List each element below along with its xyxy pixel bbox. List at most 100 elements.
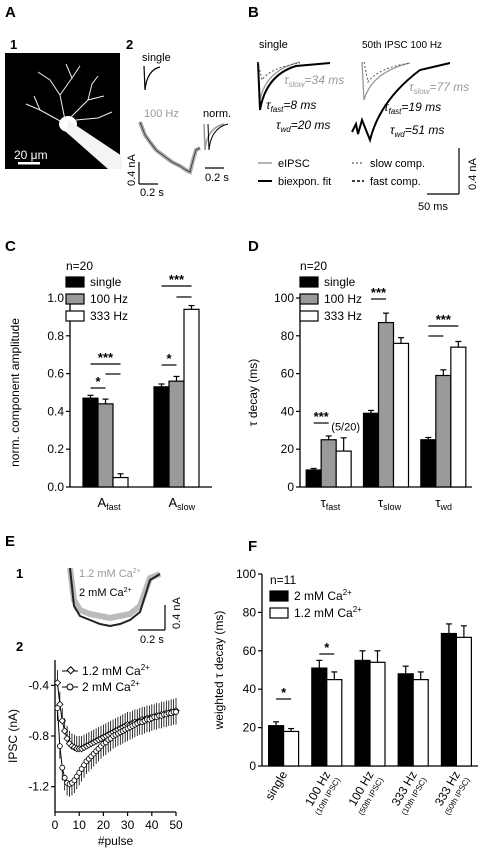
bar-single: [153, 386, 170, 488]
data-point-diamond: [61, 727, 69, 735]
bar-2-mM-Ca: [440, 632, 457, 767]
bar-100-Hz: [320, 439, 337, 488]
y-tick-label: 100: [236, 567, 256, 581]
legend-label: 333 Hz: [90, 309, 128, 323]
panel-letter: C: [5, 238, 16, 255]
significance-label: *: [95, 374, 101, 389]
x-tick-label: 20: [97, 818, 111, 832]
x-tick-label: τslow: [378, 495, 402, 512]
panel-letter-b: B: [248, 4, 259, 21]
y-tick-label: 60: [243, 644, 257, 658]
b-scale-amp: 0.4 nA: [467, 158, 479, 190]
data-point-circle: [61, 774, 68, 781]
bar-single: [420, 439, 437, 488]
panel-a-sub2: 2: [126, 37, 133, 52]
legend-label: 100 Hz: [324, 292, 362, 306]
a-scale-time-right: 0.2 s: [205, 172, 229, 184]
x-tick-label: 333 Hz(50th IPSC): [430, 768, 472, 816]
bar-333-Hz: [450, 346, 467, 488]
y-tick-label: 100: [274, 291, 294, 305]
y-tick-label: 40: [243, 682, 257, 696]
y-tick-label: 20: [281, 442, 295, 456]
e1-scale-amp: 0.4 nA: [171, 597, 183, 629]
x-tick-label: 100 Hz(10th IPSC): [300, 768, 342, 816]
e1-scale-time: 0.2 s: [140, 634, 164, 646]
y-axis-label: τ decay (ms): [246, 359, 260, 426]
chart-e2: -0.4 -0.8 -1.2 0 10 20 30 40 50 IPSC (nA) #pulse 1.…: [6, 660, 183, 848]
a-scale-amp: 0.4 nA: [126, 154, 138, 186]
legend-label: 1.2 mM Ca2+: [82, 663, 150, 678]
panel-letter: D: [248, 238, 259, 255]
bar-single: [362, 412, 380, 488]
significance-label: *: [281, 685, 287, 700]
legend-swatch: [65, 310, 85, 322]
y-tick-label: 40: [281, 404, 295, 418]
b-scale-time: 50 ms: [418, 201, 448, 213]
n-label: n=11: [270, 573, 296, 587]
b-title-single: single: [259, 39, 288, 51]
y-tick-label: 0.4: [47, 404, 64, 418]
data-point-circle: [59, 764, 66, 771]
bar-100-Hz: [435, 374, 452, 488]
x-tick-label: 50: [169, 818, 183, 832]
panel-a-sub1: 1: [10, 37, 17, 52]
x-tick-label: 0: [52, 818, 59, 832]
legend-swatch: [299, 276, 319, 288]
panel-a2-traces: single 100 Hz norm. 0.4 nA 0.2 s 0.2 s: [126, 52, 231, 199]
e1-label-2: 2 mM Ca2+: [79, 587, 132, 599]
bar-333-Hz: [392, 342, 410, 488]
legend-label: single: [324, 275, 356, 289]
chart-c: C 0.0 0.2 0.4 0.6 0.8 1.0 norm. component ampli…: [5, 238, 212, 512]
y-axis-label: IPSC (nA): [6, 709, 20, 763]
x-tick-label: τwd: [435, 495, 452, 512]
significance-label: ***: [169, 272, 185, 287]
panel-letter-e: E: [5, 533, 15, 550]
significance-label: ***: [371, 285, 387, 300]
significance-label: ***: [98, 350, 114, 365]
y-tick-label: 1.0: [47, 291, 64, 305]
data-point-circle: [56, 743, 63, 750]
b-tau-slow-50: τslow=77 ms: [409, 80, 469, 96]
legend-swatch: [299, 310, 319, 322]
bar-single: [305, 469, 322, 488]
bar-100-Hz: [377, 321, 395, 488]
b-tau-slow-single: τslow=34 ms: [284, 73, 344, 89]
x-tick-label: single: [262, 768, 290, 802]
bar-1.2-mM-Ca: [326, 678, 343, 767]
data-point-diamond: [58, 717, 66, 725]
panel-e-sub1: 1: [16, 566, 23, 581]
bar-2-mM-Ca: [311, 667, 328, 767]
legend-swatch: [65, 276, 85, 288]
significance-label: *: [324, 640, 330, 655]
b-tau-wd-50: τwd=51 ms: [390, 123, 444, 139]
y-tick-label: -0.8: [28, 729, 49, 743]
neuron-micrograph: 20 μm: [5, 53, 122, 169]
legend-label: 2 mM Ca2+: [82, 679, 140, 694]
significance-label: *: [166, 351, 172, 366]
legend-marker-diamond: [66, 666, 75, 675]
data-point-circle: [173, 709, 179, 715]
bar-1.2-mM-Ca: [283, 730, 300, 767]
legend-label: 100 Hz: [90, 292, 128, 306]
x-tick-label: 333 Hz(10th IPSC): [387, 768, 429, 816]
annotation: (5/20): [331, 421, 360, 433]
data-point-diamond: [63, 734, 71, 743]
b-legend-fast: fast comp.: [370, 176, 421, 188]
b-tau-wd-single: τwd=20 ms: [276, 118, 330, 134]
y-tick-label: -0.4: [28, 678, 49, 692]
x-tick-label: 40: [145, 818, 159, 832]
trace-label-norm: norm.: [203, 108, 231, 120]
legend-label: 2 mM Ca2+: [294, 588, 352, 603]
bar-2-mM-Ca: [354, 659, 371, 767]
bar-1.2-mM-Ca: [455, 636, 472, 767]
x-tick-label: 10: [73, 818, 87, 832]
legend-swatch: [269, 590, 289, 602]
bar-100-Hz: [97, 403, 114, 488]
trace-label-100hz: 100 Hz: [144, 108, 179, 120]
x-tick-label: Aslow: [169, 495, 196, 512]
b-title-50th: 50th IPSC 100 Hz: [362, 40, 442, 51]
b-tau-fast-single: τfast=8 ms: [266, 98, 316, 114]
data-point-circle: [54, 705, 61, 712]
n-label: n=20: [300, 259, 327, 273]
y-axis-label: norm. component amplitude: [8, 318, 22, 467]
